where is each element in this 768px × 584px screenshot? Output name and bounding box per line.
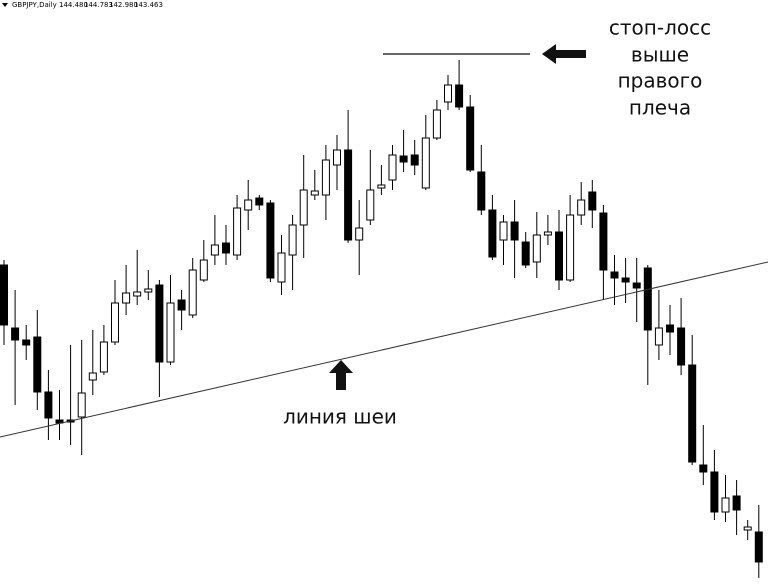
- candle-body: [477, 171, 486, 211]
- candle-body: [577, 199, 586, 216]
- candle-body: [543, 231, 552, 236]
- candle-body: [355, 227, 364, 241]
- symbol: GBPJPY,Daily: [12, 1, 57, 9]
- candle-body: [222, 242, 230, 254]
- candle-body: [133, 291, 142, 297]
- arrow-left: [542, 44, 586, 64]
- stop-loss-note: выше: [631, 43, 689, 67]
- candle-body: [754, 531, 763, 563]
- candle-body: [432, 109, 441, 139]
- candle-body: [666, 324, 674, 333]
- candle-body: [244, 199, 253, 211]
- candle-body: [521, 241, 530, 266]
- candle-body: [632, 282, 641, 289]
- candle-body: [111, 302, 119, 343]
- candle-body: [188, 269, 197, 316]
- candle-body: [11, 327, 20, 341]
- candle-body: [610, 271, 619, 279]
- candle-body: [743, 526, 752, 531]
- candle-body: [321, 159, 330, 196]
- candle-body: [33, 336, 42, 393]
- candle-body: [310, 190, 319, 196]
- candle-body: [366, 189, 375, 221]
- candle-body: [122, 292, 131, 304]
- candle-body: [266, 202, 275, 279]
- candle-body: [88, 372, 97, 381]
- stop-loss-note: плеча: [629, 96, 691, 120]
- neckline: [0, 261, 768, 438]
- candle-body: [255, 197, 264, 206]
- candle-body: [444, 84, 452, 103]
- candle-body: [388, 154, 397, 181]
- candle-body: [421, 137, 430, 189]
- candle-body: [177, 299, 186, 311]
- candle-body: [488, 209, 497, 258]
- candle-body: [210, 244, 219, 256]
- candle-body: [699, 464, 708, 473]
- candle-body: [688, 364, 697, 463]
- candle-body: [144, 288, 153, 293]
- candle-body: [199, 259, 208, 281]
- candle-body: [299, 189, 308, 226]
- candle-body: [22, 339, 31, 346]
- candle-body: [455, 84, 464, 108]
- candle-body: [155, 284, 164, 363]
- neckline-note: линия шеи: [283, 405, 397, 429]
- candle-body: [510, 221, 519, 241]
- candle-body: [344, 149, 353, 241]
- candle-body: [721, 497, 730, 513]
- candle-body: [399, 155, 408, 163]
- candle-body: [599, 212, 608, 271]
- candle-body: [566, 214, 575, 281]
- candle-body: [654, 327, 663, 346]
- candle-body: [621, 277, 630, 283]
- candle-body: [333, 149, 341, 166]
- quote: 144.783: [84, 1, 113, 9]
- candle-body: [677, 327, 686, 366]
- candle-body: [643, 267, 652, 331]
- quote: 143.463: [134, 1, 163, 9]
- candle-body: [233, 207, 242, 256]
- candle-body: [0, 264, 8, 326]
- candle-body: [532, 234, 541, 263]
- candle-body: [99, 341, 108, 373]
- candle-body: [77, 392, 86, 418]
- candle-body: [44, 391, 53, 419]
- candle-body: [710, 471, 719, 513]
- candle-body: [410, 154, 419, 166]
- candle-body: [166, 302, 175, 363]
- candle-body: [466, 106, 475, 171]
- stop-loss-note: стоп-лосс: [609, 16, 711, 40]
- candles: [0, 60, 763, 578]
- candle-body: [732, 495, 741, 511]
- quote: 144.480: [59, 1, 88, 9]
- candle-body: [499, 221, 508, 241]
- candle-body: [377, 184, 386, 189]
- candle-body: [555, 231, 563, 281]
- candle-body: [277, 252, 286, 283]
- quote: 142.980: [109, 1, 138, 9]
- candle-body: [288, 224, 297, 256]
- arrow-up: [329, 360, 353, 390]
- candle-body: [588, 191, 597, 211]
- menu-icon: [2, 3, 8, 7]
- stop-loss-note: правого: [618, 69, 703, 93]
